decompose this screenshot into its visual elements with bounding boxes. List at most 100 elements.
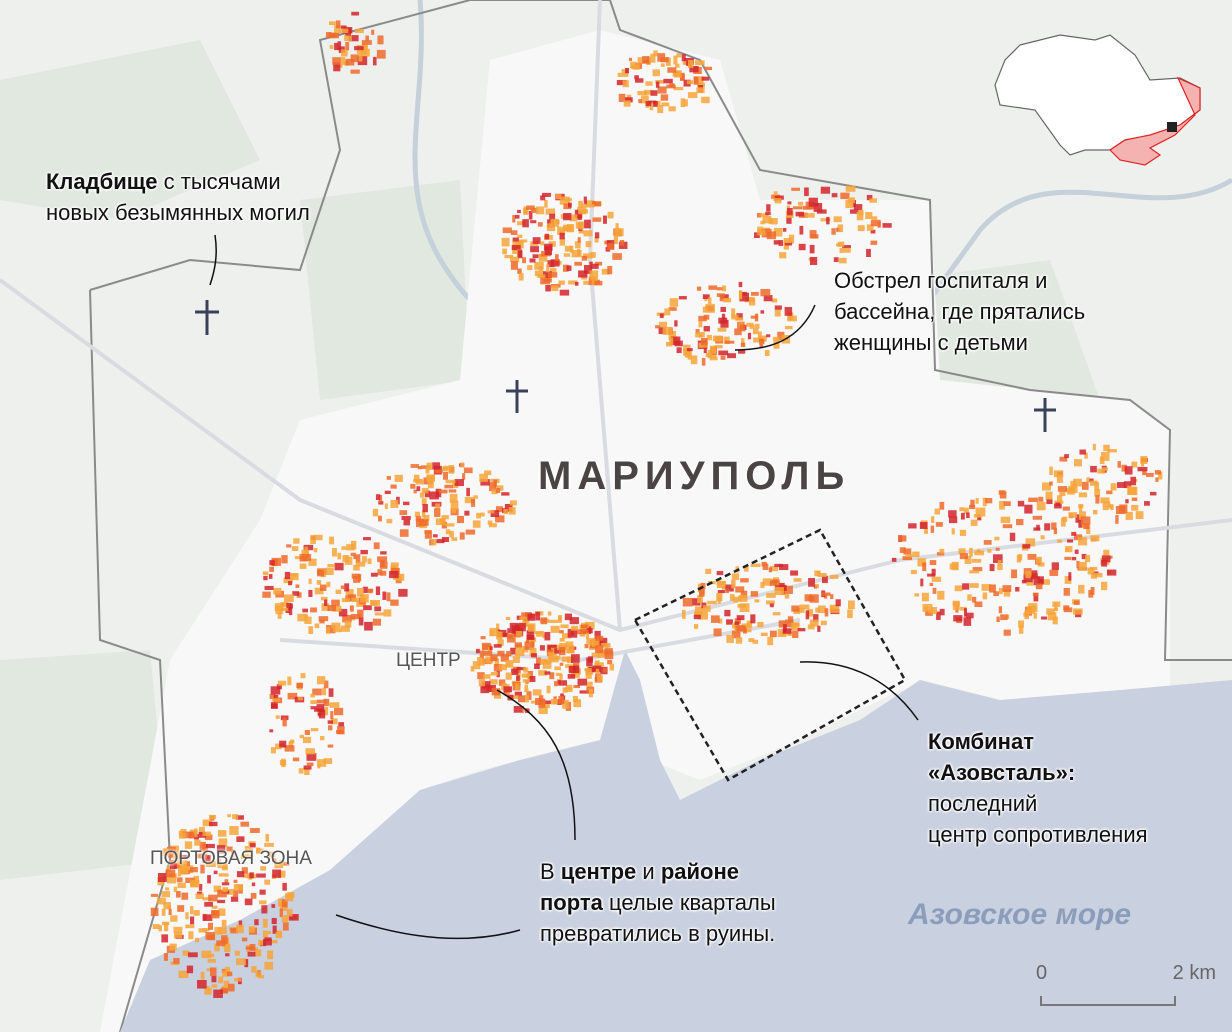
damaged-building	[808, 197, 818, 207]
occupied-area	[1109, 76, 1201, 166]
damaged-building	[1110, 504, 1114, 511]
damaged-building	[766, 231, 777, 240]
damaged-building	[503, 508, 508, 515]
damaged-building	[542, 192, 551, 197]
damaged-building	[866, 194, 873, 201]
damaged-building	[831, 228, 836, 235]
damaged-building	[770, 218, 778, 225]
damaged-building	[1101, 555, 1111, 563]
damaged-building	[371, 29, 375, 35]
damaged-building	[1092, 443, 1096, 451]
damaged-building	[1125, 511, 1133, 520]
damaged-building	[316, 704, 325, 711]
damaged-building	[1131, 497, 1138, 502]
damaged-building	[173, 886, 178, 893]
damaged-building	[301, 553, 312, 561]
damaged-building	[310, 728, 319, 732]
damaged-building	[866, 248, 871, 258]
damaged-building	[839, 248, 843, 254]
damaged-building	[513, 705, 524, 713]
damaged-building	[574, 209, 579, 218]
damaged-building	[340, 585, 345, 590]
damaged-building	[1084, 452, 1088, 459]
damaged-building	[718, 317, 728, 324]
damaged-building	[1127, 487, 1137, 495]
damaged-building	[740, 342, 746, 348]
damaged-building	[316, 699, 327, 704]
damaged-building	[1155, 477, 1159, 482]
damaged-building	[426, 474, 435, 482]
damaged-building	[344, 620, 352, 628]
damaged-building	[274, 603, 284, 612]
damaged-building	[323, 680, 329, 689]
damaged-building	[931, 607, 937, 615]
damaged-building	[835, 599, 841, 607]
damaged-building	[445, 529, 451, 535]
damaged-building	[182, 831, 192, 839]
damaged-building	[563, 212, 572, 221]
damaged-building	[329, 21, 336, 26]
damaged-building	[254, 919, 259, 926]
damaged-building	[547, 652, 557, 661]
damaged-building	[376, 49, 386, 59]
damaged-building	[724, 609, 731, 617]
damaged-building	[583, 280, 590, 285]
damaged-building	[519, 616, 527, 620]
damaged-building	[566, 684, 573, 690]
damaged-building	[451, 537, 458, 541]
damaged-building	[489, 482, 497, 492]
damaged-building	[1094, 482, 1100, 491]
damaged-building	[649, 102, 654, 111]
damaged-building	[1089, 480, 1098, 486]
damaged-building	[272, 698, 280, 702]
damaged-building	[270, 747, 276, 754]
damaged-building	[319, 619, 325, 624]
damaged-building	[256, 873, 266, 878]
damaged-building	[510, 230, 518, 236]
damaged-building	[558, 616, 562, 621]
damaged-building	[659, 321, 668, 328]
damaged-building	[847, 609, 853, 619]
damaged-building	[209, 821, 218, 827]
damaged-building	[299, 734, 304, 739]
damaged-building	[594, 236, 599, 243]
damaged-building	[1079, 505, 1083, 512]
damaged-building	[814, 584, 820, 588]
damaged-building	[597, 674, 603, 683]
damaged-building	[225, 953, 230, 957]
damaged-building	[744, 628, 752, 633]
damaged-building	[281, 758, 286, 767]
damaged-building	[550, 625, 560, 633]
damaged-building	[195, 893, 204, 899]
damaged-building	[360, 594, 369, 603]
damaged-building	[274, 861, 284, 869]
damaged-building	[1089, 478, 1094, 483]
damaged-building	[717, 590, 725, 594]
damaged-building	[577, 237, 581, 243]
damaged-building	[716, 293, 725, 297]
damaged-building	[537, 274, 546, 278]
damaged-building	[521, 612, 531, 620]
damaged-building	[269, 940, 278, 944]
damaged-building	[427, 480, 434, 489]
damaged-building	[653, 50, 658, 57]
annotation-text: целые кварталы	[602, 890, 776, 915]
damaged-building	[637, 91, 648, 96]
damaged-building	[555, 254, 559, 262]
damaged-building	[725, 340, 735, 344]
damaged-building	[545, 700, 552, 704]
damaged-building	[258, 939, 264, 946]
damaged-building	[594, 630, 601, 639]
damaged-building	[523, 208, 529, 215]
damaged-building	[521, 673, 531, 678]
damaged-building	[524, 689, 529, 693]
damaged-building	[261, 905, 268, 914]
damaged-building	[963, 608, 968, 617]
damaged-building	[669, 298, 679, 307]
damaged-building	[936, 552, 945, 556]
district-label-port: ПОРТОВАЯ ЗОНА	[150, 848, 312, 869]
damaged-building	[573, 685, 580, 689]
damaged-building	[450, 500, 459, 510]
damaged-building	[1115, 515, 1119, 524]
damaged-building	[960, 606, 967, 611]
